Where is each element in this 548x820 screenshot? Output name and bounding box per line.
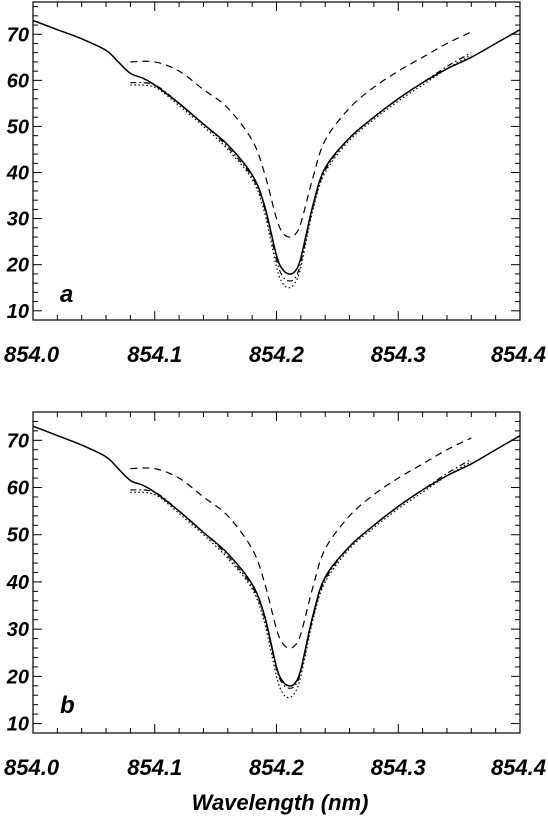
y-tick-label: 30: [7, 209, 29, 231]
x-tick-label: 854.2: [249, 755, 305, 780]
x-tick-label: 854.4: [491, 755, 546, 780]
x-axis-title: Wavelength (nm): [192, 790, 369, 815]
panel-label: b: [60, 692, 75, 719]
series-line-dotted: [130, 54, 472, 289]
y-tick-label: 40: [6, 163, 29, 185]
x-tick-label: 854.0: [4, 755, 60, 780]
y-tick-label: 10: [7, 714, 29, 736]
y-tick-label: 60: [7, 478, 29, 500]
y-tick-label: 50: [7, 525, 29, 547]
series-line-dashed: [130, 31, 472, 238]
x-tick-label: 854.2: [249, 342, 305, 367]
panel-a: 10 20 30 40 50 60 70 854.0 854.1 854.2 854.3 854.4 a: [4, 1, 546, 367]
y-tick-label: 30: [7, 619, 29, 641]
x-tick-label: 854.1: [127, 342, 182, 367]
y-tick-label: 40: [6, 572, 29, 594]
series-line-dash-dot: [130, 458, 472, 689]
y-tick-label: 50: [7, 116, 29, 138]
panel-b: 10 20 30 40 50 60 70 854.0 854.1 854.2 854.3 854.4 b: [4, 411, 546, 780]
panel-label: a: [60, 281, 73, 308]
y-tick-label: 70: [7, 430, 29, 452]
y-tick-label: 20: [6, 255, 29, 277]
x-tick-label: 854.3: [371, 342, 426, 367]
y-tick-label: 70: [7, 24, 29, 46]
series-line-solid: [33, 19, 520, 275]
x-tick-label: 854.0: [4, 342, 60, 367]
x-tick-label: 854.1: [127, 755, 182, 780]
series-line-dashed: [130, 437, 472, 649]
x-tick-label: 854.3: [371, 755, 426, 780]
series-line-dash-dot: [130, 52, 472, 282]
plot-frame: [32, 411, 521, 734]
y-tick-label: 20: [6, 666, 29, 688]
y-tick-label: 10: [7, 301, 29, 323]
series-line-dotted: [130, 461, 472, 699]
x-tick-label: 854.4: [491, 342, 546, 367]
y-tick-label: 60: [7, 70, 29, 92]
series-line-solid: [33, 425, 520, 687]
